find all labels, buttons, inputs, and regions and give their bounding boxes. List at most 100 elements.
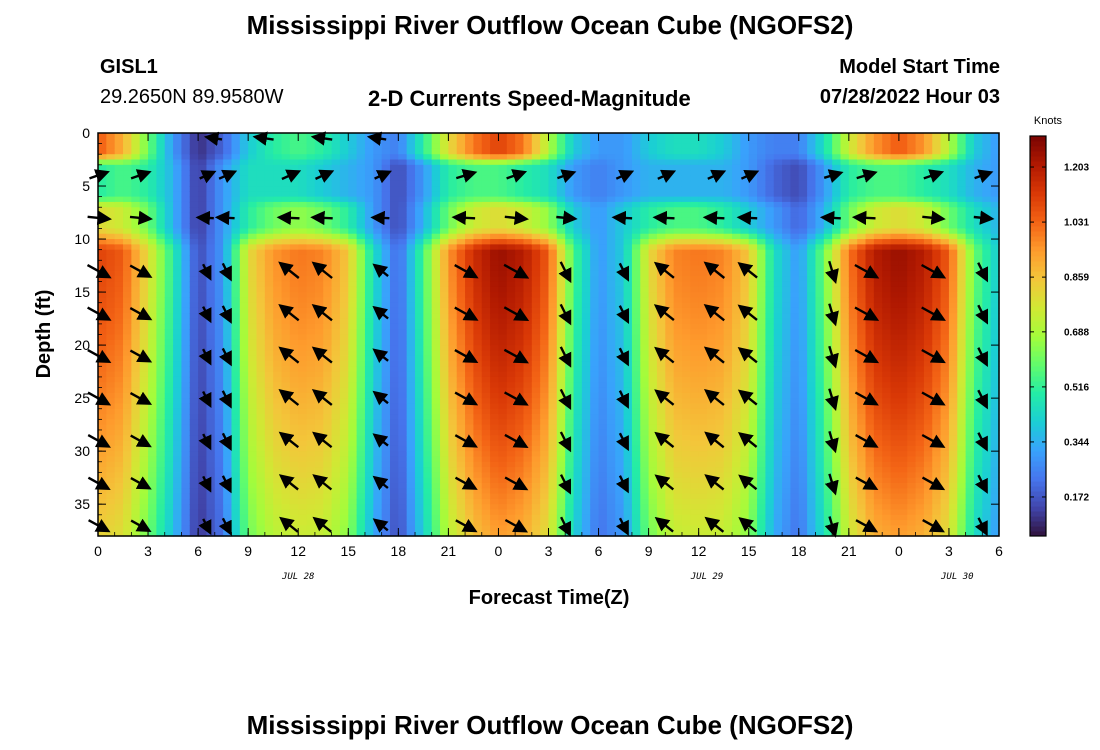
heatmap-cell <box>573 350 583 357</box>
heatmap-cell <box>156 366 166 373</box>
heatmap-cell <box>548 281 558 288</box>
heatmap-cell <box>198 514 208 521</box>
heatmap-cell <box>631 191 641 198</box>
heatmap-cell <box>239 207 249 214</box>
heatmap-cell <box>164 456 174 463</box>
heatmap-cell <box>239 329 249 336</box>
heatmap-cell <box>114 398 124 405</box>
heatmap-cell <box>423 201 433 208</box>
heatmap-cell <box>331 217 341 224</box>
heatmap-cell <box>481 387 491 394</box>
heatmap-cell <box>631 371 641 378</box>
heatmap-cell <box>548 217 558 224</box>
heatmap-cell <box>281 339 291 346</box>
heatmap-cell <box>348 493 358 500</box>
heatmap-cell <box>440 254 449 261</box>
heatmap-cell <box>540 265 550 272</box>
heatmap-cell <box>339 265 349 272</box>
heatmap-cell <box>281 488 291 495</box>
heatmap-cell <box>415 382 424 389</box>
heatmap-cell <box>364 345 374 352</box>
heatmap-cell <box>206 239 216 245</box>
heatmap-cell <box>106 323 116 330</box>
heatmap-cell <box>590 143 600 150</box>
heatmap-cell <box>398 212 408 219</box>
heatmap-cell <box>406 477 416 484</box>
heatmap-cell <box>123 440 132 447</box>
heatmap-cell <box>415 514 424 521</box>
heatmap-cell <box>581 207 591 214</box>
heatmap-cell <box>189 504 199 511</box>
heatmap-cell <box>490 286 500 293</box>
heatmap-cell <box>389 223 399 230</box>
heatmap-cell <box>440 212 449 219</box>
heatmap-cell <box>431 138 441 145</box>
heatmap-cell <box>189 398 199 405</box>
heatmap-cell <box>231 212 241 219</box>
heatmap-cell <box>415 239 424 245</box>
heatmap-cell <box>456 376 466 383</box>
heatmap-cell <box>98 472 107 479</box>
heatmap-cell <box>256 260 266 267</box>
heatmap-cell <box>531 260 541 267</box>
heatmap-cell <box>173 143 183 150</box>
heatmap-cell <box>206 228 216 235</box>
heatmap-cell <box>198 376 208 383</box>
heatmap-cell <box>139 323 149 330</box>
heatmap-cell <box>98 498 107 505</box>
heatmap-cell <box>164 196 174 203</box>
heatmap-cell <box>306 260 316 267</box>
heatmap-cell <box>556 382 566 389</box>
heatmap-cell <box>490 403 500 410</box>
heatmap-cell <box>239 260 249 267</box>
heatmap-cell <box>106 138 116 145</box>
heatmap-cell <box>173 440 183 447</box>
heatmap-cell <box>339 414 349 420</box>
heatmap-cell <box>481 403 491 410</box>
heatmap-cell <box>273 307 283 314</box>
heatmap-cell <box>348 387 358 394</box>
heatmap-cell <box>598 217 608 224</box>
heatmap-cell <box>398 461 408 468</box>
heatmap-cell <box>381 180 391 187</box>
heatmap-cell <box>306 350 316 357</box>
heatmap-cell <box>339 355 349 362</box>
heatmap-cell <box>440 376 449 383</box>
heatmap-cell <box>114 170 124 177</box>
heatmap-cell <box>440 514 449 521</box>
heatmap-cell <box>331 451 341 458</box>
heatmap-cell <box>298 164 308 171</box>
heatmap-cell <box>214 159 224 166</box>
heatmap-cell <box>540 334 550 341</box>
heatmap-cell <box>231 228 241 235</box>
heatmap-cell <box>298 233 308 240</box>
heatmap-cell <box>431 477 441 484</box>
heatmap-cell <box>123 323 132 330</box>
heatmap-cell <box>364 286 374 293</box>
heatmap-cell <box>106 530 116 537</box>
heatmap-cell <box>565 307 575 314</box>
heatmap-cell <box>106 329 116 336</box>
heatmap-cell <box>423 239 433 245</box>
heatmap-cell <box>339 318 349 325</box>
heatmap-cell <box>123 414 132 420</box>
heatmap-cell <box>481 382 491 389</box>
heatmap-cell <box>248 323 258 330</box>
heatmap-cell <box>389 180 399 187</box>
heatmap-cell <box>256 382 266 389</box>
heatmap-cell <box>214 440 224 447</box>
heatmap-cell <box>389 191 399 198</box>
heatmap-cell <box>431 233 441 240</box>
heatmap-cell <box>381 233 391 240</box>
heatmap-cell <box>640 254 650 261</box>
heatmap-cell <box>389 164 399 171</box>
heatmap-cell <box>423 366 433 373</box>
heatmap-cell <box>106 159 116 166</box>
heatmap-cell <box>389 350 399 357</box>
heatmap-cell <box>189 159 199 166</box>
heatmap-cell <box>456 488 466 495</box>
heatmap-cell <box>515 366 525 373</box>
heatmap-cell <box>606 313 616 320</box>
heatmap-cell <box>381 254 391 261</box>
heatmap-cell <box>281 133 291 139</box>
